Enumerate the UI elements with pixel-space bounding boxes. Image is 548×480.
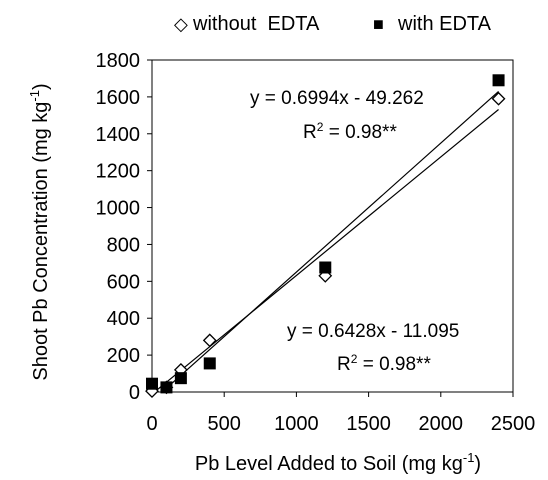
- r2-with-base: R: [303, 122, 317, 143]
- point-with-edta: [203, 357, 216, 370]
- legend-symbol-without: ◇: [174, 14, 188, 34]
- x-tick-label: 2000: [419, 413, 464, 435]
- point-with-edta: [160, 381, 173, 394]
- y-axis-label-tail: ): [30, 83, 52, 90]
- y-tick-label: 1400: [96, 124, 141, 146]
- data-points: [145, 74, 506, 398]
- x-axis-label: Pb Level Added to Soil (mg kg-1): [195, 450, 481, 475]
- y-tick-label: 1200: [96, 161, 141, 183]
- x-tick-label: 1000: [274, 413, 319, 435]
- r2-without-base: R: [337, 354, 351, 375]
- legend-label-with: with EDTA: [397, 13, 492, 35]
- r2-without-value: = 0.98**: [357, 354, 431, 375]
- y-tick-label: 1800: [96, 50, 141, 72]
- y-axis-label-sup: -1: [27, 90, 42, 102]
- y-tick-label: 0: [129, 382, 140, 404]
- r2-with-value: = 0.98**: [323, 122, 397, 143]
- y-axis-label-main: Shoot Pb Concentration (mg kg: [30, 102, 52, 381]
- r2-with-sup: 2: [317, 120, 324, 134]
- legend-symbol-with: ■: [373, 14, 384, 34]
- x-tick-label: 1500: [346, 413, 391, 435]
- legend-label-without: without EDTA: [192, 13, 320, 35]
- point-without-edta: [202, 333, 217, 348]
- x-tick-label: 0: [146, 413, 157, 435]
- y-axis-label: Shoot Pb Concentration (mg kg-1): [27, 83, 52, 380]
- r2-without-edta: R2 = 0.98**: [337, 352, 431, 375]
- trendline-without-edta: [154, 109, 499, 393]
- x-tick-label: 500: [208, 413, 241, 435]
- y-tick-label: 400: [107, 308, 140, 330]
- point-with-edta: [319, 261, 332, 274]
- y-tick-label: 600: [107, 271, 140, 293]
- point-with-edta: [492, 74, 505, 87]
- x-axis-label-sup: -1: [463, 450, 475, 465]
- x-axis-label-tail: ): [474, 453, 481, 475]
- x-axis-ticks: 0 500 1000 1500 2000 2500: [146, 392, 535, 435]
- x-tick-label: 2500: [491, 413, 536, 435]
- equation-with-edta: y = 0.6994x - 49.262: [250, 88, 424, 109]
- r2-with-edta: R2 = 0.98**: [303, 120, 397, 143]
- point-with-edta: [146, 377, 158, 390]
- legend: ◇ without EDTA ■ with EDTA: [174, 13, 492, 35]
- point-with-edta: [174, 372, 187, 385]
- y-tick-label: 1600: [96, 87, 141, 109]
- y-tick-label: 200: [107, 345, 140, 367]
- point-without-edta: [491, 91, 506, 106]
- equation-without-edta: y = 0.6428x - 11.095: [287, 321, 459, 342]
- x-axis-label-main: Pb Level Added to Soil (mg kg: [195, 453, 463, 475]
- plot-area: [151, 59, 514, 393]
- y-axis-ticks: 0 200 400 600 800 1000 1200 1400 1600 1800: [96, 50, 152, 404]
- r2-without-sup: 2: [351, 352, 358, 366]
- trendline-with-edta: [161, 91, 499, 393]
- y-tick-label: 800: [107, 234, 140, 256]
- y-tick-label: 1000: [96, 198, 141, 220]
